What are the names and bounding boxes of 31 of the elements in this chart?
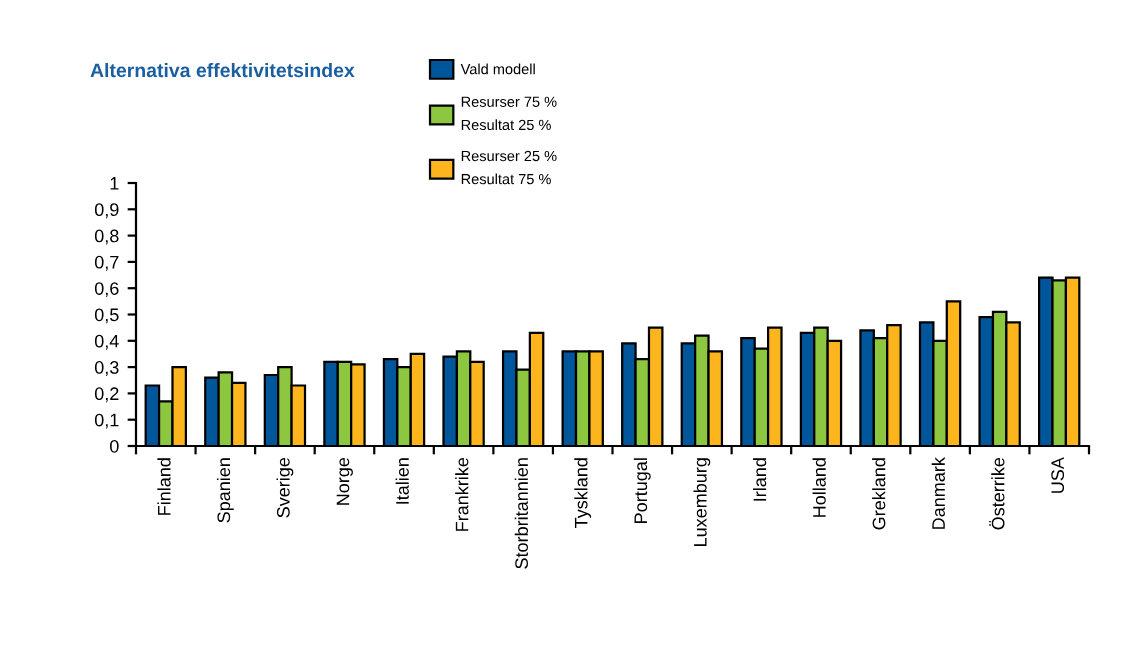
x-tick-label: Norge	[336, 457, 353, 505]
y-tick-label: 0	[110, 439, 119, 453]
y-tick-label: 0,9	[94, 203, 119, 219]
y-tick-label: 0,2	[94, 387, 119, 403]
x-tick-label: Finland	[157, 458, 171, 515]
y-tick-label: 0,1	[94, 413, 119, 429]
x-tick-label: Storbritannien	[514, 458, 528, 569]
x-tick-label: Danmark	[931, 457, 945, 529]
x-tick-label: Holland	[812, 458, 826, 517]
chart-title: Alternativa effektivitetsindex	[90, 62, 355, 78]
y-tick-label: 0,8	[94, 229, 119, 245]
x-tick-label: Irland	[752, 458, 767, 501]
x-tick-label: Frankrike	[455, 457, 469, 531]
x-tick-label: Spanien	[216, 458, 234, 523]
x-tick-label: Sverige	[276, 457, 294, 518]
y-tick-label: 1	[110, 177, 119, 190]
legend-label: Vald modell	[460, 63, 535, 75]
x-tick-label: Tyskland	[574, 458, 592, 528]
y-tick-label: 0,6	[94, 282, 119, 298]
legend-label: Resurser 25 % Resultat 75 %	[461, 150, 557, 185]
y-tick-label: 0,5	[94, 308, 119, 324]
x-tick-label: Luxemburg	[693, 458, 711, 546]
x-tick-label: Grekland	[872, 458, 886, 530]
x-tick-label: Portugal	[633, 458, 651, 523]
x-tick-label: Italien	[395, 458, 409, 504]
y-tick-label: 0,7	[94, 255, 119, 271]
x-tick-label: USA	[1051, 457, 1065, 493]
x-tick-label: Österrike	[989, 457, 1005, 530]
y-tick-label: 0,3	[94, 361, 119, 376]
legend-label: Resurser 75 % Resultat 25 %	[461, 96, 557, 131]
y-tick-label: 0,4	[94, 334, 119, 350]
